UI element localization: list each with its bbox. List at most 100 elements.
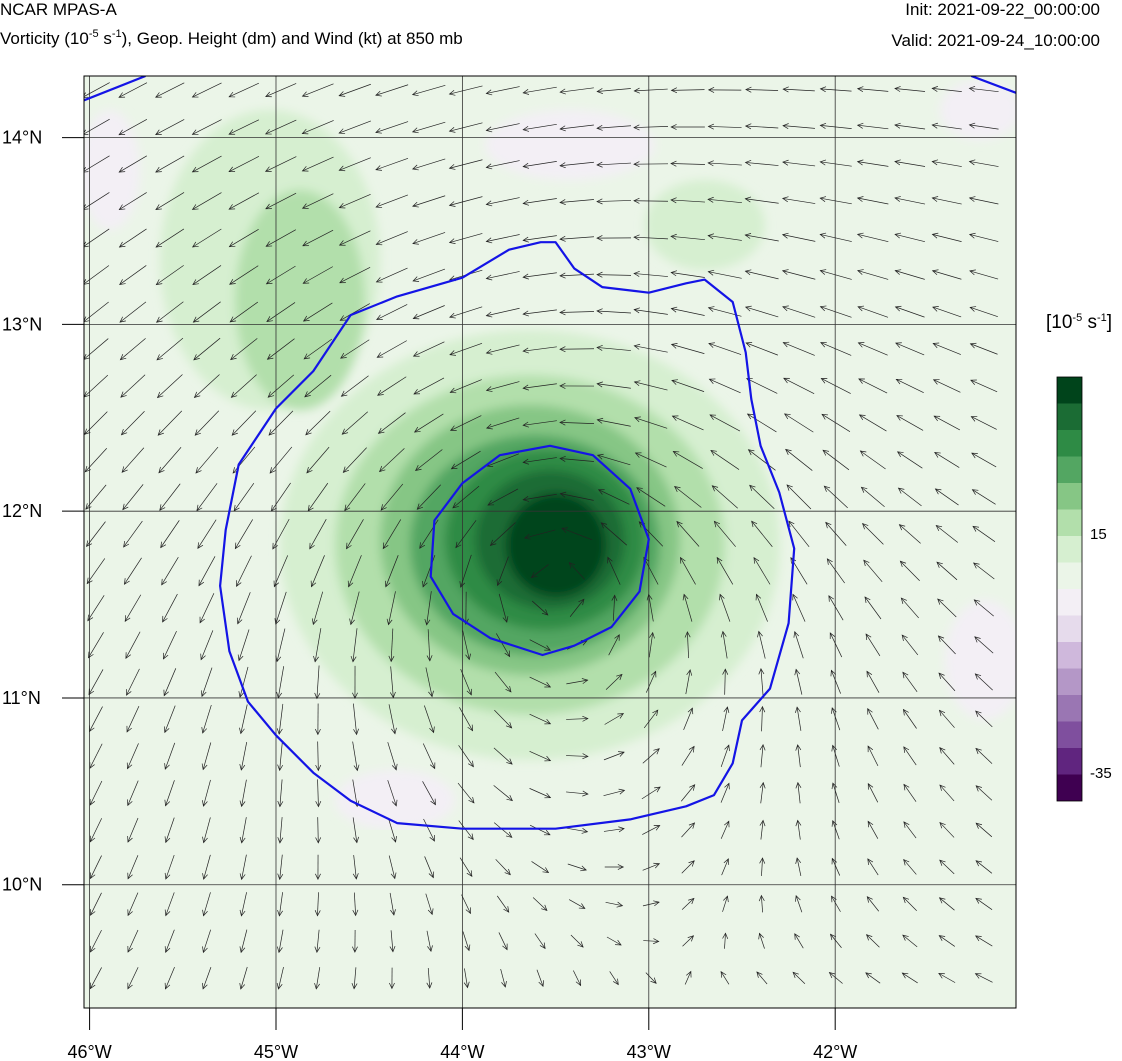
colorbar-box-1 — [1057, 403, 1082, 430]
wind-arrow — [461, 894, 471, 915]
wind-arrow — [123, 557, 142, 585]
wind-arrow — [458, 745, 474, 768]
wind-arrow — [720, 970, 730, 985]
wind-arrow — [968, 232, 999, 242]
wind-arrow — [596, 345, 631, 351]
wind-arrow — [239, 817, 247, 844]
wind-arrow — [825, 521, 847, 546]
wind-arrow — [782, 159, 816, 167]
wind-arrow — [121, 447, 145, 473]
wind-arrow — [422, 781, 436, 806]
wind-arrow — [819, 196, 852, 205]
wind-arrow — [931, 122, 962, 130]
wind-arrow — [894, 86, 926, 92]
wind-arrow — [127, 892, 139, 917]
wind-arrow — [264, 119, 297, 135]
wind-arrow — [485, 86, 520, 96]
wind-arrow — [606, 936, 622, 946]
wind-arrow — [974, 636, 994, 654]
wind-arrow — [126, 705, 140, 733]
wind-arrow — [596, 453, 631, 466]
wind-arrow — [633, 234, 668, 241]
wind-arrow — [411, 84, 446, 97]
wind-arrow — [932, 306, 962, 318]
wind-arrow — [536, 969, 544, 988]
wind-arrow — [600, 522, 628, 546]
wind-arrow — [971, 452, 997, 468]
wind-arrow — [202, 854, 211, 880]
wind-arrow — [682, 935, 695, 947]
valid-time: Valid: 2021-09-24_10:00:00 — [891, 31, 1100, 50]
wind-arrow — [862, 523, 884, 545]
wind-arrow — [633, 343, 668, 353]
wind-arrow — [426, 930, 433, 952]
wind-arrow — [722, 932, 729, 949]
wind-arrow — [720, 744, 730, 767]
wind-arrow — [309, 518, 327, 550]
wind-arrow — [901, 972, 918, 984]
wind-arrow — [605, 901, 624, 908]
wind-arrow — [314, 929, 321, 954]
wind-arrow — [388, 817, 397, 843]
wind-arrow — [530, 564, 549, 579]
wind-arrow — [894, 159, 926, 167]
wind-arrow — [485, 344, 520, 355]
wind-arrow — [277, 929, 284, 954]
wind-arrow — [459, 857, 473, 878]
wind-arrow — [338, 193, 371, 209]
unit-pre: [10 — [1046, 312, 1073, 333]
wind-arrow — [828, 972, 843, 984]
wind-arrow — [426, 967, 433, 989]
wind-arrow — [744, 123, 779, 130]
wind-arrow — [795, 857, 802, 877]
wind-arrow — [559, 346, 595, 353]
wind-arrow — [670, 197, 705, 204]
wind-arrow — [970, 416, 997, 430]
wind-arrow — [643, 709, 659, 729]
wind-arrow — [973, 599, 994, 617]
wind-arrow — [645, 670, 657, 693]
wind-arrow — [716, 556, 734, 585]
wind-arrow — [529, 788, 552, 799]
wind-arrow — [831, 744, 840, 767]
wind-arrow — [422, 554, 436, 588]
wind-arrow — [201, 742, 212, 771]
wind-arrow — [449, 342, 483, 356]
wind-arrow — [84, 228, 110, 248]
lon-tick-label: 44°W — [440, 1042, 484, 1061]
wind-arrow — [939, 859, 955, 875]
wind-arrow — [307, 482, 329, 512]
wind-arrow — [858, 378, 888, 394]
wind-arrow — [529, 750, 552, 762]
wind-arrow — [902, 671, 918, 692]
wind-arrow — [126, 668, 140, 696]
wind-arrow — [636, 487, 666, 507]
wind-arrow — [559, 419, 595, 426]
wind-arrow — [749, 484, 775, 509]
wind-arrow — [375, 121, 409, 134]
wind-arrow — [676, 520, 700, 547]
wind-arrow — [633, 380, 668, 391]
wind-arrow — [412, 341, 445, 357]
wind-arrow — [164, 967, 175, 990]
wind-arrow — [568, 561, 585, 580]
wind-arrow — [193, 374, 220, 399]
wind-arrow — [529, 713, 552, 725]
wind-arrow — [125, 631, 141, 659]
wind-arrow — [86, 558, 106, 585]
wind-arrow — [200, 630, 214, 661]
height-contour-main — [219, 241, 796, 830]
wind-arrow — [975, 785, 993, 801]
wind-arrow — [633, 197, 669, 204]
wind-arrow — [604, 713, 625, 725]
wind-arrow — [633, 271, 668, 277]
wind-arrow — [707, 233, 742, 241]
wind-arrow — [191, 155, 222, 173]
wind-arrow — [559, 309, 595, 316]
wind-arrow — [903, 821, 917, 839]
colorbar-box-0 — [1057, 377, 1082, 404]
wind-arrow — [522, 235, 557, 243]
wind-arrow — [747, 449, 776, 471]
wind-arrow — [931, 269, 962, 280]
wind-arrow — [386, 591, 396, 626]
